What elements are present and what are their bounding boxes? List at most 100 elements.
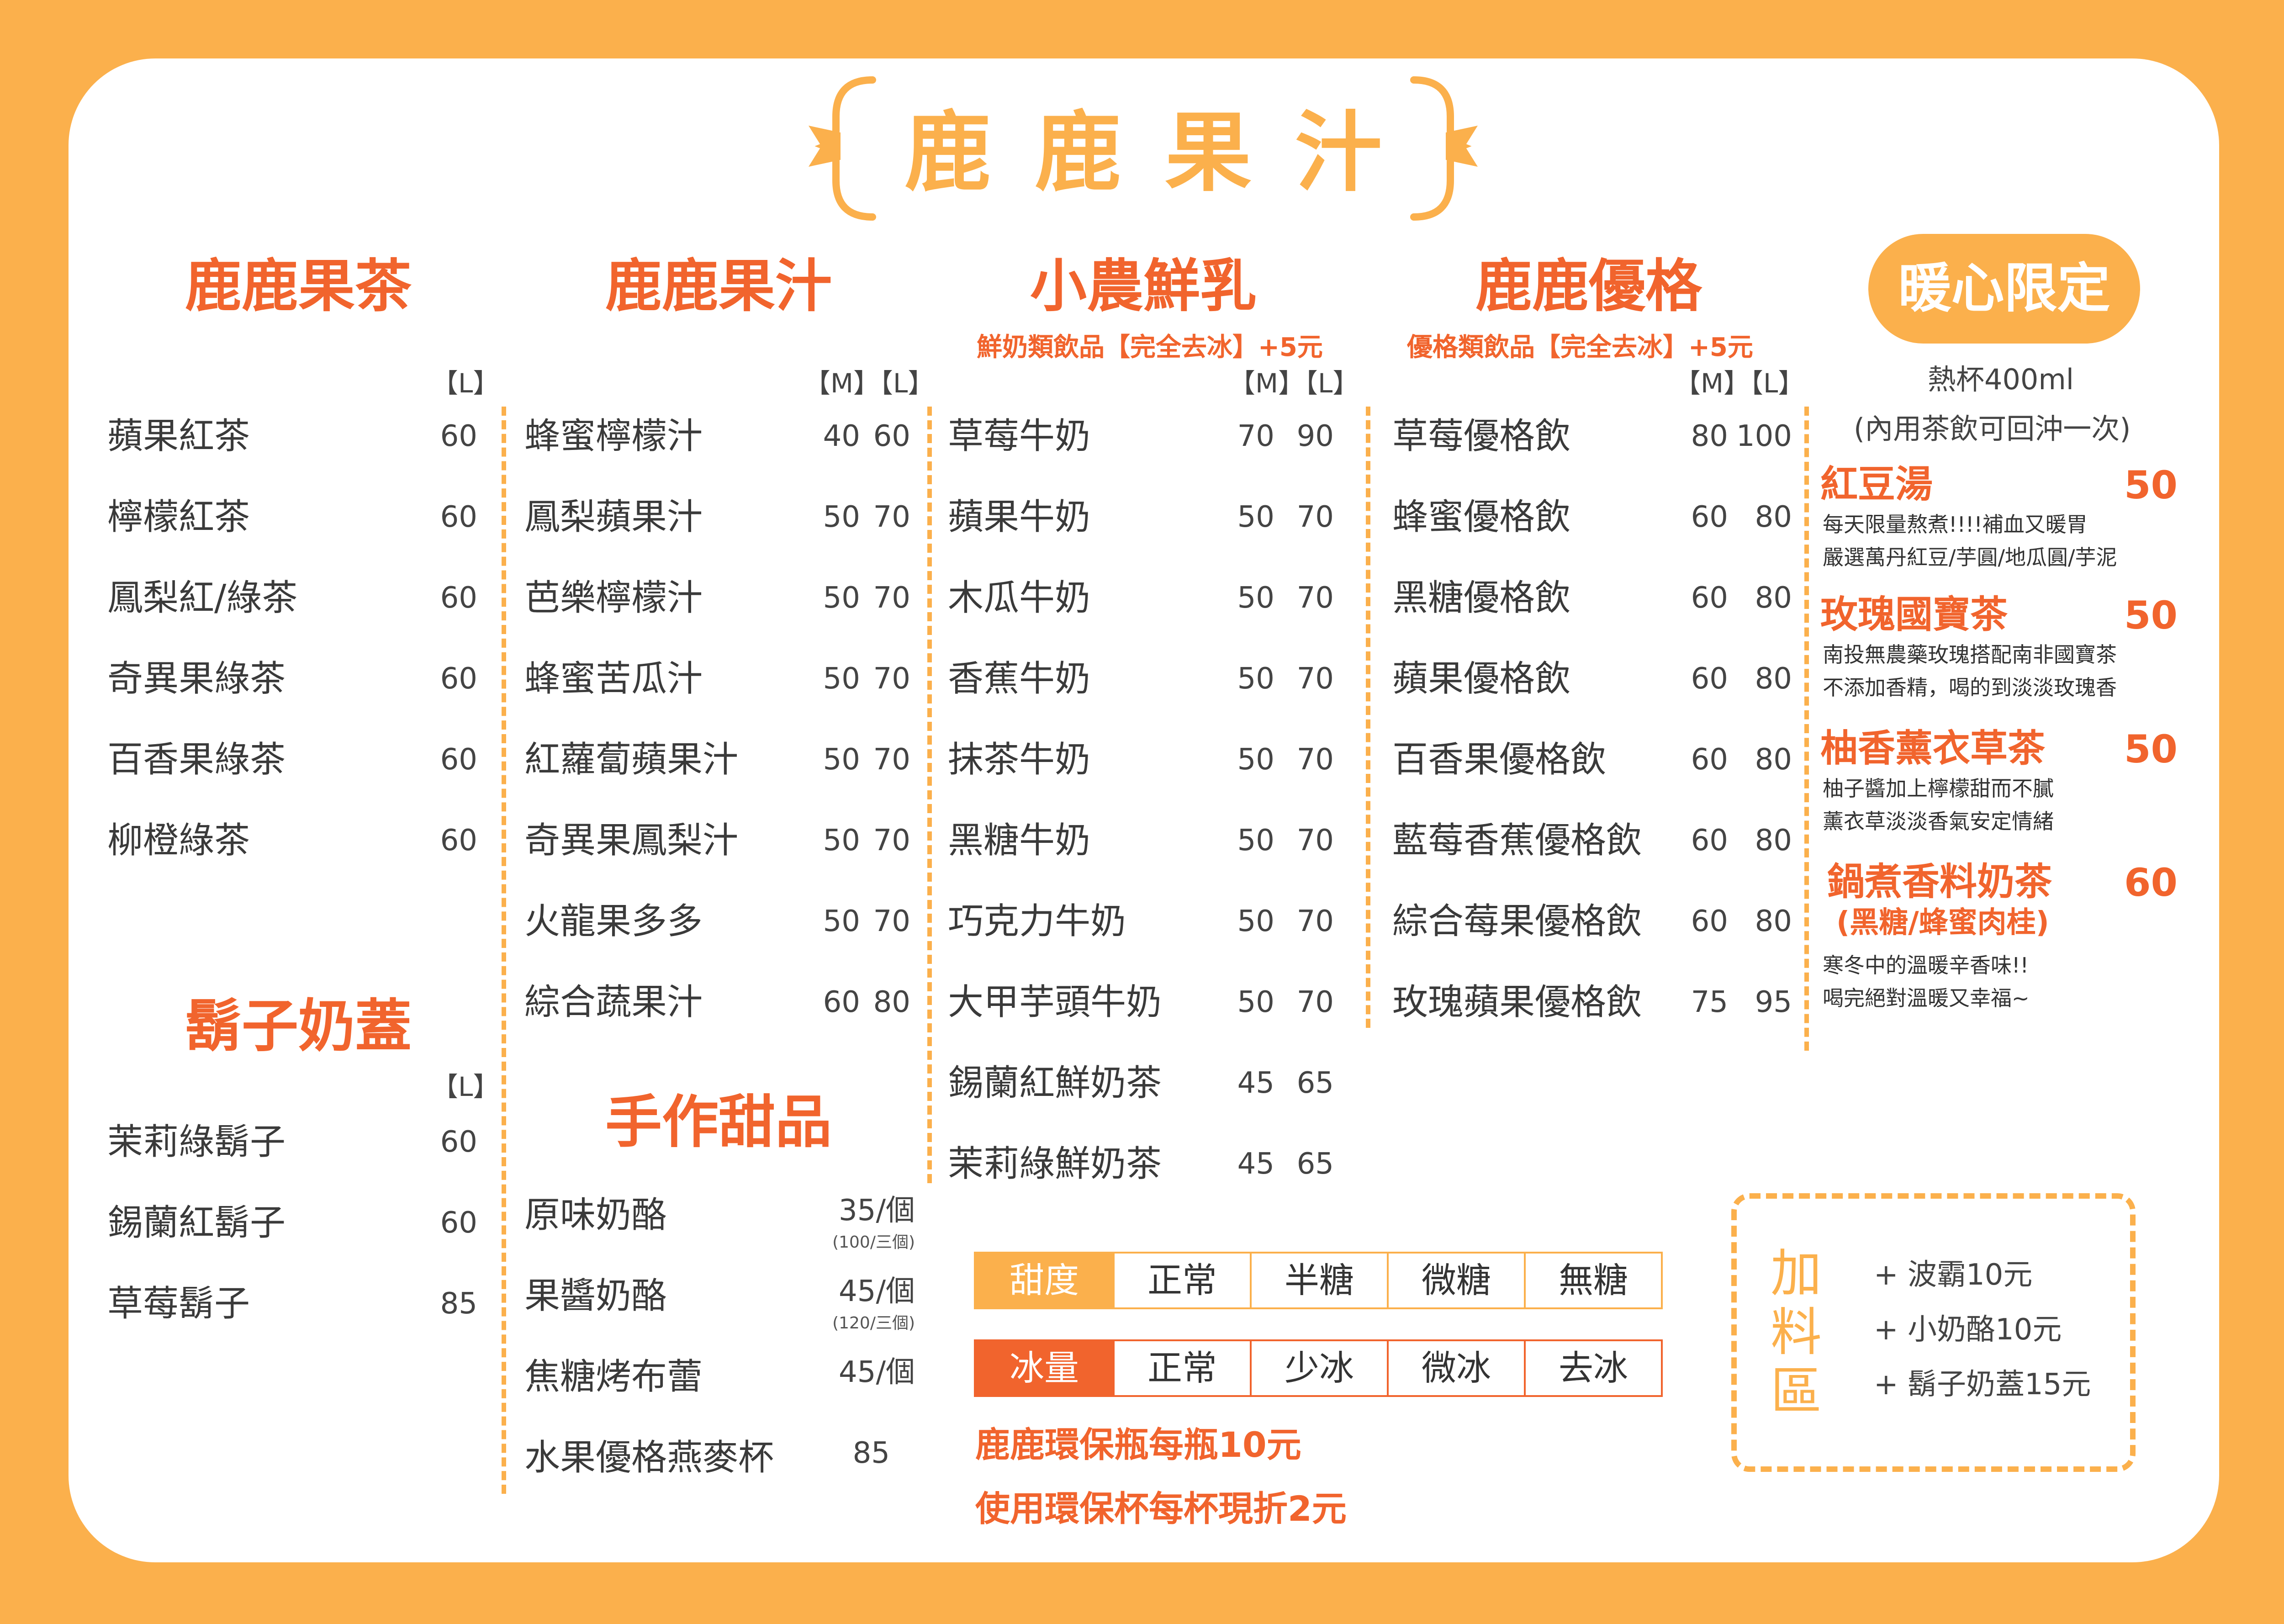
item-price-l: 80 <box>1755 581 1792 615</box>
milk-no-ice-note: 鮮奶類飲品【完全去冰】+5元 <box>977 333 1323 362</box>
addon-item: + 鬍子奶蓋15元 <box>1874 1368 2091 1402</box>
item-price-m: 60 <box>1691 905 1728 938</box>
warm-item-description: 南投無農藥玫瑰搭配南非國寶茶 <box>1823 642 2117 667</box>
warm-cup-size: 熱杯400ml <box>1928 363 2074 396</box>
yogurt-no-ice-note: 優格類飲品【完全去冰】+5元 <box>1407 333 1753 362</box>
item-name: 蜂蜜苦瓜汁 <box>524 658 703 699</box>
item-price-m: 50 <box>1237 743 1274 777</box>
column-divider <box>502 407 506 1494</box>
warm-item-description: 嚴選萬丹紅豆/芋圓/地瓜圓/芋泥 <box>1823 545 2117 570</box>
warm-item-price: 60 <box>2124 860 2178 905</box>
item-price-m: 45 <box>1237 1147 1274 1181</box>
warm-item-name: 鍋煮香料奶茶 <box>1827 860 2052 904</box>
menu-item-row: 蘋果牛奶 50 70 <box>948 494 1334 540</box>
item-price-l: 70 <box>1296 743 1334 777</box>
menu-item-row: 鳳梨紅/綠茶 60 <box>107 575 477 621</box>
item-price-l: 70 <box>873 824 910 857</box>
menu-item-row: 紅蘿蔔蘋果汁 50 70 <box>524 737 910 783</box>
item-name: 藍莓香蕉優格飲 <box>1392 820 1642 861</box>
warm-item-name: 玫瑰國寶茶 <box>1820 593 2008 636</box>
dessert-row: 水果優格燕麥杯 85 <box>524 1435 915 1499</box>
sweetness-table: 甜度 正常 半糖 微糖 無糖 <box>974 1252 1663 1309</box>
warm-item-price: 50 <box>2124 463 2178 508</box>
item-name: 茉莉綠鬍子 <box>107 1121 286 1163</box>
item-price-l: 70 <box>1296 905 1334 938</box>
warm-item-description: 柚子醬加上檸檬甜而不膩 <box>1823 776 2054 801</box>
item-name: 玫瑰蘋果優格飲 <box>1392 982 1642 1023</box>
dessert-row: 原味奶酪 35/個 (100/三個) <box>524 1192 915 1256</box>
size-header-beard-cream: 【L】 <box>432 1071 500 1102</box>
item-price-m: 50 <box>1237 581 1274 615</box>
item-price-m: 60 <box>1691 743 1728 777</box>
item-price-m: 70 <box>1237 419 1274 453</box>
item-name: 草莓牛奶 <box>948 416 1091 457</box>
item-name: 蜂蜜優格飲 <box>1392 497 1571 538</box>
item-price-m: 50 <box>823 743 860 777</box>
item-price-l: 70 <box>873 743 910 777</box>
item-name: 巧克力牛奶 <box>948 901 1126 942</box>
menu-item-row: 玫瑰蘋果優格飲 75 95 <box>1392 979 1792 1025</box>
item-price-l: 70 <box>1296 581 1334 615</box>
sweetness-option: 正常 <box>1113 1254 1250 1307</box>
item-name: 綜合莓果優格飲 <box>1392 901 1642 942</box>
warm-item-description: 不添加香精，喝的到淡淡玫瑰香 <box>1823 675 2117 700</box>
warm-item-description: 薰衣草淡淡香氣安定情緒 <box>1823 809 2054 834</box>
warm-item-name: 紅豆湯 <box>1820 463 1933 506</box>
menu-item-row: 黑糖優格飲 60 80 <box>1392 575 1792 621</box>
item-name: 蘋果紅茶 <box>107 416 250 457</box>
menu-item-row: 蜂蜜優格飲 60 80 <box>1392 494 1792 540</box>
item-price: 60 <box>440 824 477 857</box>
item-price-m: 50 <box>1237 662 1274 696</box>
item-price-m: 40 <box>823 419 860 453</box>
item-name: 錫蘭紅鮮奶茶 <box>948 1063 1162 1104</box>
item-price-m: 50 <box>823 500 860 534</box>
item-price-m: 45 <box>1237 1066 1274 1100</box>
menu-item-row: 草莓優格飲 80 100 <box>1392 413 1792 459</box>
item-price-m: 50 <box>823 824 860 857</box>
item-name: 檸檬紅茶 <box>107 497 250 538</box>
item-price-m: 60 <box>823 985 860 1019</box>
item-price-l: 100 <box>1736 419 1792 453</box>
item-price: 60 <box>440 500 477 534</box>
item-price-l: 90 <box>1296 419 1334 453</box>
ice-option: 正常 <box>1113 1341 1250 1395</box>
item-price-m: 60 <box>1691 662 1728 696</box>
menu-item-row: 鳳梨蘋果汁 50 70 <box>524 494 910 540</box>
sweetness-option: 微糖 <box>1387 1254 1524 1307</box>
size-header-yogurt: 【M】【L】 <box>1674 368 1805 399</box>
menu-item-row: 錫蘭紅鬍子 60 <box>107 1200 477 1246</box>
item-name: 抹茶牛奶 <box>948 739 1091 780</box>
menu-item-row: 百香果綠茶 60 <box>107 737 477 783</box>
ice-label: 冰量 <box>976 1341 1113 1395</box>
item-name: 紅蘿蔔蘋果汁 <box>524 739 739 780</box>
menu-item-row: 藍莓香蕉優格飲 60 80 <box>1392 818 1792 863</box>
item-name: 鳳梨蘋果汁 <box>524 497 703 538</box>
dessert-row: 焦糖烤布蕾 45/個 <box>524 1354 915 1418</box>
addon-title: 加 料 區 <box>1769 1244 1824 1421</box>
warm-item-description: 寒冬中的溫暖辛香味!! <box>1823 953 2029 978</box>
sweetness-option: 半糖 <box>1250 1254 1387 1307</box>
item-name: 黑糖牛奶 <box>948 820 1091 861</box>
item-name: 芭樂檸檬汁 <box>524 577 703 619</box>
item-price-m: 60 <box>1691 581 1728 615</box>
menu-item-row: 綜合蔬果汁 60 80 <box>524 979 910 1025</box>
menu-item-row: 柳橙綠茶 60 <box>107 818 477 863</box>
item-price: 85 <box>852 1436 890 1470</box>
menu-item-row: 巧克力牛奶 50 70 <box>948 899 1334 944</box>
item-price-l: 65 <box>1296 1147 1334 1181</box>
menu-item-row: 芭樂檸檬汁 50 70 <box>524 575 910 621</box>
item-bundle-price: (100/三個) <box>832 1233 915 1252</box>
item-name: 草莓優格飲 <box>1392 416 1571 457</box>
section-title-juice: 鹿鹿果汁 <box>605 254 832 319</box>
column-divider <box>927 407 932 1183</box>
item-name: 水果優格燕麥杯 <box>524 1437 774 1478</box>
addon-title-char: 加 <box>1771 1244 1822 1303</box>
menu-item-row: 蜂蜜苦瓜汁 50 70 <box>524 656 910 702</box>
column-divider <box>1804 407 1809 1051</box>
menu-item-row: 大甲芋頭牛奶 50 70 <box>948 979 1334 1025</box>
item-price: 45/個 <box>839 1355 915 1389</box>
item-name: 黑糖優格飲 <box>1392 577 1571 619</box>
section-title-beard-cream: 鬍子奶蓋 <box>185 994 412 1059</box>
menu-item-row: 百香果優格飲 60 80 <box>1392 737 1792 783</box>
item-price: 60 <box>440 419 477 453</box>
